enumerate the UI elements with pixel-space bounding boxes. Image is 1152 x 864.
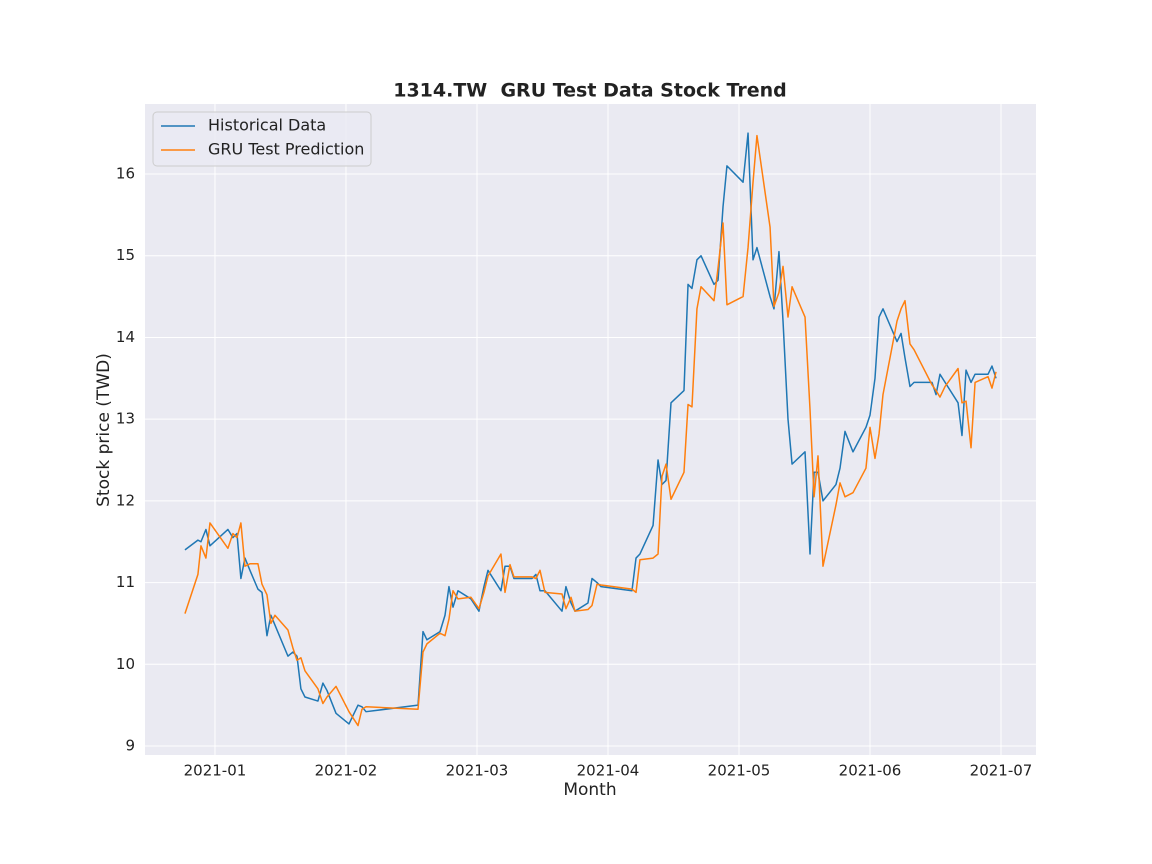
y-tick-label: 13 (116, 410, 135, 428)
x-tick-label: 2021-05 (708, 762, 771, 780)
legend-label: GRU Test Prediction (208, 140, 364, 159)
legend-box (152, 111, 372, 167)
chart-title: 1314.TW GRU Test Data Stock Trend (393, 80, 787, 102)
y-axis-label: Stock price (TWD) (94, 353, 114, 507)
x-tick-label: 2021-04 (577, 762, 640, 780)
x-tick-label: 2021-01 (184, 762, 247, 780)
x-axis-label: Month (563, 780, 616, 800)
x-tick-label: 2021-03 (446, 762, 509, 780)
y-tick-label: 10 (116, 655, 135, 673)
y-tick-label: 14 (116, 328, 135, 346)
data-line (184, 134, 997, 727)
y-tick-label: 12 (116, 491, 135, 509)
x-tick-label: 2021-07 (970, 762, 1033, 780)
y-tick-label: 11 (116, 573, 135, 591)
y-tick-label: 9 (125, 737, 135, 755)
legend-label: Historical Data (208, 116, 326, 135)
x-tick-label: 2021-02 (315, 762, 378, 780)
plot-area (145, 104, 1036, 755)
x-tick-label: 2021-06 (839, 762, 902, 780)
y-tick-label: 15 (116, 246, 135, 264)
data-line (184, 132, 997, 725)
y-tick-label: 16 (116, 165, 135, 183)
